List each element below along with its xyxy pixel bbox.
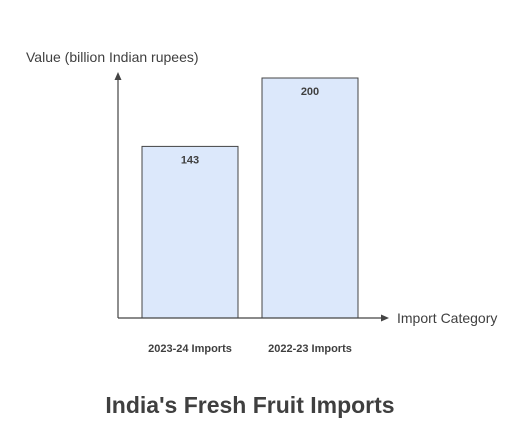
category-label-2: 2022-23 Imports (268, 343, 352, 355)
chart-title: India's Fresh Fruit Imports (105, 392, 395, 418)
labels-layer: 143 2023-24 Imports 200 2022-23 Imports (148, 86, 352, 355)
x-axis-arrow (381, 314, 389, 322)
category-label-1: 2023-24 Imports (148, 343, 232, 355)
y-axis-arrow (114, 72, 122, 80)
y-axis-label: Value (billion Indian rupees) (26, 49, 199, 65)
bars-layer (141, 77, 359, 319)
bar-value-label-2: 200 (301, 86, 319, 98)
bar-1 (141, 145, 239, 319)
bar-value-label-1: 143 (181, 154, 199, 166)
bar-2 (261, 77, 359, 319)
axes-layer: Value (billion Indian rupees) Import Cat… (26, 49, 497, 326)
x-axis-label: Import Category (397, 310, 497, 326)
